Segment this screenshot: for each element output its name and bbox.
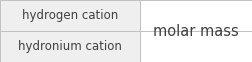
Text: hydronium cation: hydronium cation: [18, 40, 122, 53]
Bar: [0, 31, 140, 62]
Text: molar mass: molar mass: [153, 23, 239, 39]
Text: hydrogen cation: hydrogen cation: [22, 9, 118, 22]
Bar: [0, 0, 140, 31]
